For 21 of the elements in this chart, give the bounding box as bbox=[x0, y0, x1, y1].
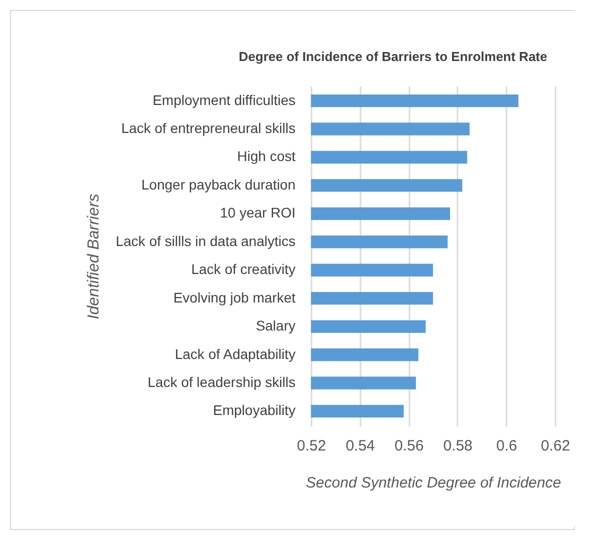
x-tick-label: 0.6 bbox=[496, 438, 518, 454]
x-tick-label: 0.54 bbox=[346, 438, 375, 454]
y-tick-label: Lack of sillls in data analytics bbox=[116, 232, 296, 249]
y-tick-label: 10 year ROI bbox=[220, 204, 296, 221]
y-tick-label: Lack of entrepreneural skills bbox=[121, 120, 296, 136]
y-tick-label: Lack of leadership skills bbox=[148, 374, 296, 390]
chart-title: Degree of Incidence of Barriers to Enrolment Rate bbox=[238, 49, 548, 64]
y-tick-label: High cost bbox=[237, 148, 296, 164]
x-tick-label: 0.52 bbox=[296, 438, 326, 454]
y-tick-label: Salary bbox=[256, 318, 296, 334]
y-tick-label: Employability bbox=[213, 402, 296, 418]
y-tick-label: Lack of Adaptability bbox=[174, 346, 296, 362]
x-tick-label: 0.56 bbox=[394, 438, 424, 454]
x-axis-title: Second Synthetic Degree of Incidence bbox=[306, 474, 562, 492]
x-tick-label: 0.58 bbox=[443, 438, 472, 454]
y-tick-label: Employment difficulties bbox=[152, 92, 296, 108]
y-axis-title: Identified Barriers bbox=[86, 194, 103, 320]
y-tick-label: Lack of creativity bbox=[191, 261, 296, 278]
x-tick-label: 0.62 bbox=[540, 438, 570, 454]
y-tick-label: Longer payback duration bbox=[141, 176, 296, 192]
y-tick-label: Evolving job market bbox=[173, 289, 296, 306]
